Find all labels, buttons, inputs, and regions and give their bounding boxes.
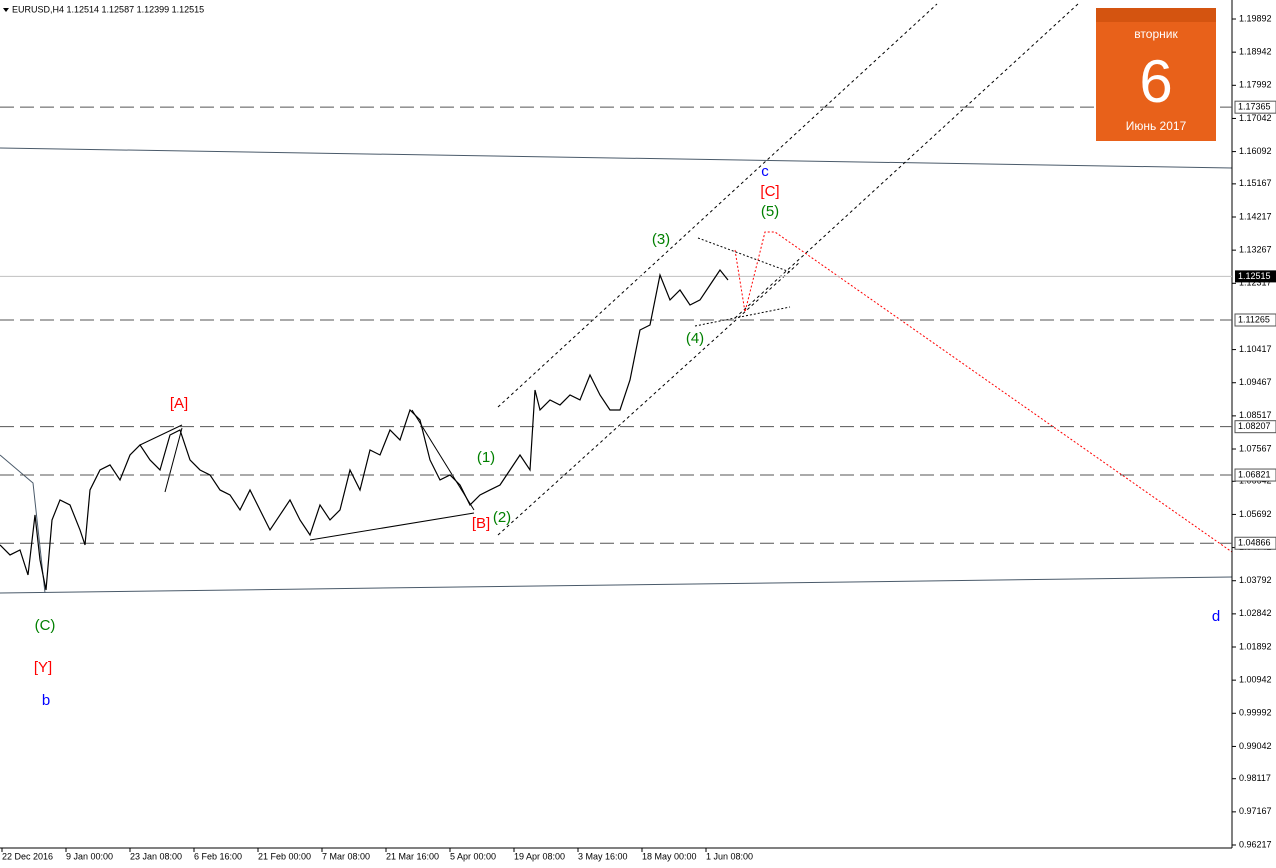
y-tick-label: 1.16092 [1239,146,1272,156]
y-tick-label: 1.17042 [1239,113,1272,123]
drawings [0,3,1233,594]
level-box [1234,100,1276,114]
y-tick-label: 1.12317 [1239,278,1272,288]
calendar: вторник 6 Июнь 2017 [1096,8,1216,141]
wave-label: (C) [35,617,56,634]
calendar-box [1096,8,1216,141]
trend-line [0,454,46,594]
x-tick-label: 1 Jun 08:00 [706,851,753,861]
wave-label: c [761,163,769,180]
x-tick-label: 3 May 16:00 [578,851,628,861]
triangle-line [697,237,791,273]
x-tick-label: 6 Feb 16:00 [194,851,242,861]
y-tick-label: 1.13267 [1239,245,1272,255]
y-tick-label: 0.99042 [1239,741,1272,751]
wave-label: (2) [493,509,511,526]
calendar-month: Июнь 2017 [1126,119,1187,133]
wave-label: [A] [170,395,188,412]
level-box [1234,468,1276,482]
calendar-rings [1096,8,1216,22]
price-line [0,268,729,591]
x-tick-label: 19 Apr 08:00 [514,851,565,861]
y-tick-label: 1.03792 [1239,575,1272,585]
trend-line [0,147,1233,169]
x-tick-label: 7 Mar 08:00 [322,851,370,861]
y-tick-label: 1.01892 [1239,641,1272,651]
level-label: 1.06821 [1238,469,1271,479]
level-box [1234,313,1276,327]
triangle-line [694,306,791,327]
x-tick-label: 22 Dec 2016 [2,851,53,861]
wave-label: (1) [477,449,495,466]
y-tick-label: 1.09467 [1239,377,1272,387]
trend-line [0,576,1233,594]
wave-line [164,427,183,493]
calendar-day: 6 [1139,48,1172,115]
y-tick-label: 1.02842 [1239,608,1272,618]
wave-label: [B] [472,515,490,532]
wave-label: (5) [761,203,779,220]
x-tick-label: 9 Jan 00:00 [66,851,113,861]
y-tick-label: 1.18942 [1239,47,1272,57]
x-tick-label: 18 May 00:00 [642,851,697,861]
x-tick-label: 23 Jan 08:00 [130,851,182,861]
y-tick-label: 1.17992 [1239,80,1272,90]
y-tick-label: 0.99992 [1239,708,1272,718]
level-label: 1.08207 [1238,421,1271,431]
wave-line [139,424,183,446]
wave-label: [Y] [34,659,52,676]
last-price-label: 1.12515 [1238,271,1271,281]
y-tick-label: 1.07567 [1239,443,1272,453]
x-tick-label: 21 Mar 16:00 [386,851,439,861]
header: EURUSD,H4 1.12514 1.12587 1.12399 1.1251… [12,4,204,14]
y-tick-label: 1.10417 [1239,344,1272,354]
last-price-box [1235,270,1276,283]
wave-label: [C] [760,183,779,200]
y-tick-label: 1.14217 [1239,211,1272,221]
wave-label: (4) [686,330,704,347]
wave-label: (3) [652,231,670,248]
wave-line [309,512,475,541]
level-label: 1.04866 [1238,538,1271,548]
level-box [1234,536,1276,550]
calendar-weekday: вторник [1134,27,1178,41]
y-tick-label: 0.98117 [1239,773,1271,783]
x-tick-label: 5 Apr 00:00 [450,851,496,861]
level-box [1234,420,1276,434]
y-tick-label: 1.08517 [1239,410,1272,420]
y-tick-label: 1.00942 [1239,675,1272,685]
level-label: 1.11265 [1238,314,1270,324]
wave-label: b [42,692,50,709]
header-arrow [3,8,9,12]
y-tick-label: 0.96217 [1239,839,1272,849]
y-tick-label: 1.15167 [1239,178,1272,188]
x-tick-label: 21 Feb 00:00 [258,851,311,861]
y-tick-label: 0.97167 [1239,806,1272,816]
y-tick-label: 1.19892 [1239,13,1272,23]
level-label: 1.17365 [1238,102,1271,112]
channel-line [497,261,801,536]
wave-label: d [1212,608,1220,625]
y-tick-label: 1.05692 [1239,509,1272,519]
projection-line [734,231,1233,553]
